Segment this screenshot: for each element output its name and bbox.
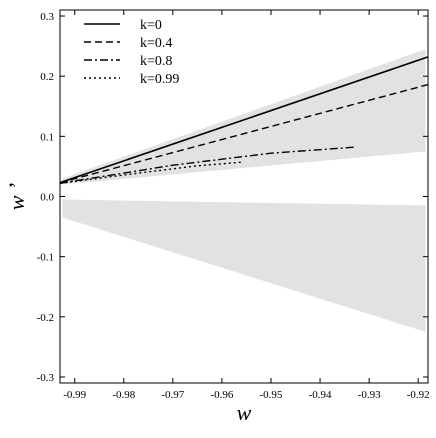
x-tick-label: -0.98: [112, 389, 135, 401]
x-axis-title: w: [237, 400, 252, 425]
shaded-band: [62, 199, 426, 332]
y-tick-label: -0.1: [37, 252, 54, 264]
series-line: [59, 161, 242, 184]
legend-label: k=0: [140, 18, 162, 33]
shaded-bands: [62, 49, 426, 332]
series-lines: [59, 56, 429, 184]
x-tick-label: -0.94: [309, 389, 332, 401]
x-tick-label: -0.95: [260, 389, 283, 401]
y-tick-label: 0.1: [40, 131, 54, 143]
x-tick-label: -0.99: [63, 389, 86, 401]
y-tick-label: 0.2: [40, 71, 54, 83]
y-tick-label: 0.3: [40, 11, 54, 23]
legend-label: k=0.4: [140, 36, 172, 51]
x-tick-label: -0.92: [407, 389, 430, 401]
y-tick-label: 0.0: [40, 192, 54, 204]
legend-label: k=0.99: [140, 72, 179, 87]
y-tick-label: -0.3: [37, 372, 55, 384]
legend-label: k=0.8: [140, 54, 172, 69]
series-line: [59, 146, 355, 184]
plot-frame: [59, 9, 429, 384]
x-tick-label: -0.93: [358, 389, 381, 401]
shaded-band: [62, 49, 426, 185]
y-axis-title: w ’: [4, 183, 29, 211]
series-line: [59, 56, 429, 184]
legend: k=0 k=0.4 k=0.8 k=0.99: [84, 18, 179, 87]
x-tick-label: -0.96: [210, 389, 233, 401]
series-line: [59, 83, 429, 184]
axis-ticks: -0.99 -0.98 -0.97 -0.96 -0.95 -0.94 -0.93 -0.92…: [37, 10, 430, 401]
x-tick-label: -0.97: [161, 389, 184, 401]
y-tick-label: -0.2: [37, 312, 54, 324]
